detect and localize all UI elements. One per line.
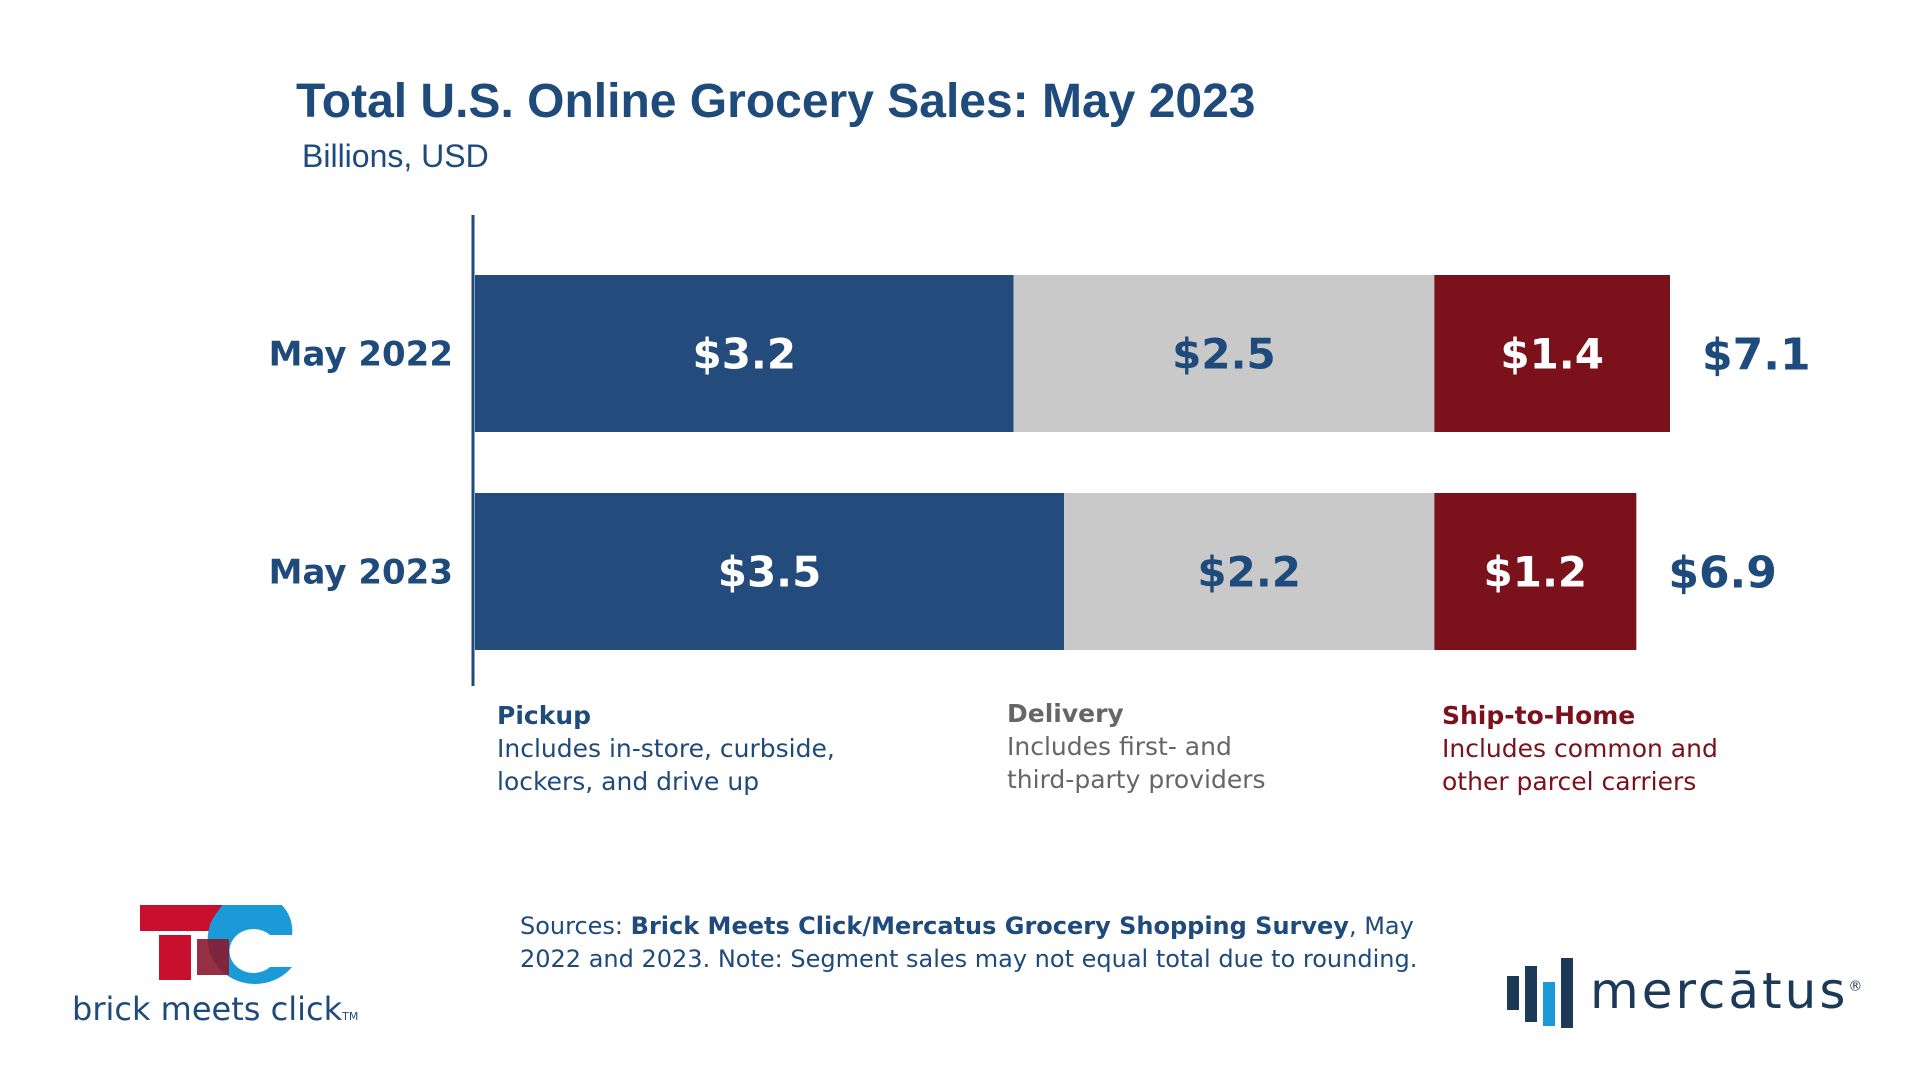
bar-label-pickup-may-2022: $3.2 bbox=[692, 330, 796, 379]
legend-ship-to-home: Ship-to-Home Includes common and other p… bbox=[1442, 700, 1762, 798]
sources-bold: Brick Meets Click/Mercatus Grocery Shopp… bbox=[630, 912, 1349, 940]
category-label-may-2022: May 2022 bbox=[269, 335, 453, 375]
bar-delivery-may-2023 bbox=[1064, 493, 1435, 650]
legend-delivery: Delivery Includes first- and third-party… bbox=[1007, 698, 1307, 796]
category-label-may-2023: May 2023 bbox=[269, 553, 453, 593]
total-label-may-2023: $6.9 bbox=[1668, 548, 1777, 599]
trademark-mark: TM bbox=[342, 1010, 359, 1023]
brick-meets-click-text: brick meets click bbox=[72, 990, 343, 1028]
total-label-may-2022: $7.1 bbox=[1702, 330, 1811, 381]
mercatus-text: mercātus bbox=[1590, 962, 1849, 1020]
legend-delivery-description: Includes first- and third-party provider… bbox=[1007, 732, 1266, 794]
bar-label-pickup-may-2023: $3.5 bbox=[718, 548, 822, 597]
sources-note: Sources: Brick Meets Click/Mercatus Groc… bbox=[520, 910, 1420, 976]
bar-pickup-may-2022 bbox=[475, 275, 1014, 432]
registered-mark: ® bbox=[1848, 978, 1863, 995]
legend-delivery-title: Delivery bbox=[1007, 699, 1124, 728]
legend-ship-to-home-description: Includes common and other parcel carrier… bbox=[1442, 734, 1718, 796]
sources-rest: , May 2022 and 2023. Note: Segment sales… bbox=[520, 912, 1418, 973]
sources-prefix: Sources: bbox=[520, 912, 631, 940]
legend-ship-to-home-title: Ship-to-Home bbox=[1442, 701, 1636, 730]
bar-label-ship-to-home-may-2022: $1.4 bbox=[1500, 330, 1604, 379]
bar-label-ship-to-home-may-2023: $1.2 bbox=[1484, 548, 1588, 597]
chart-subtitle: Billions, USD bbox=[302, 138, 489, 174]
bar-label-delivery-may-2023: $2.2 bbox=[1197, 548, 1301, 597]
mercatus-wordmark: mercātus® bbox=[1590, 962, 1862, 1020]
bar-ship-to-home-may-2023 bbox=[1434, 493, 1637, 650]
brick-meets-click-wordmark: brick meets clickTM bbox=[72, 990, 358, 1028]
bar-delivery-may-2022 bbox=[1013, 275, 1435, 432]
bar-pickup-may-2023 bbox=[475, 493, 1065, 650]
legend-pickup-title: Pickup bbox=[497, 701, 592, 730]
chart-title: Total U.S. Online Grocery Sales: May 202… bbox=[296, 75, 1256, 128]
legend-pickup-description: Includes in-store, curbside, lockers, an… bbox=[497, 734, 835, 796]
bar-ship-to-home-may-2022 bbox=[1434, 275, 1670, 432]
mercatus-logo-icon bbox=[1507, 958, 1573, 1028]
brick-meets-click-logo-icon bbox=[140, 905, 293, 984]
bar-label-delivery-may-2022: $2.5 bbox=[1172, 330, 1276, 379]
legend-pickup: Pickup Includes in-store, curbside, lock… bbox=[497, 700, 877, 798]
bars-group: May 2022 $3.2 $2.5 $1.4 $7.1 May 2023 $3.5 $2.2… bbox=[269, 275, 1811, 650]
